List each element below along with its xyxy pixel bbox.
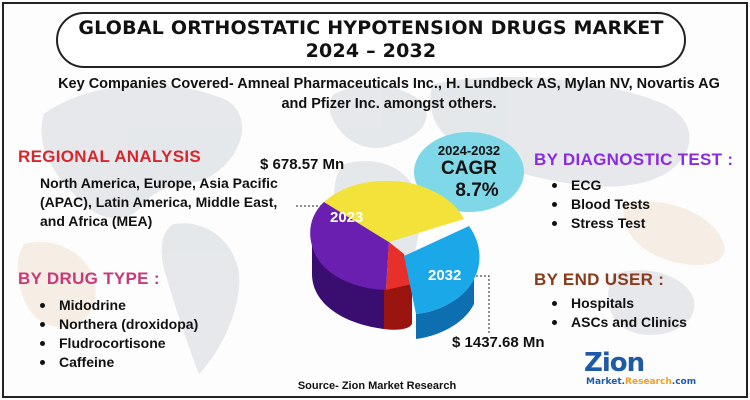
pie-slice-red	[386, 242, 412, 290]
cagr-label: CAGR	[441, 157, 497, 179]
drug-type-item: Northera (droxidopa)	[59, 316, 199, 332]
bullet-icon	[40, 322, 45, 327]
bullet-icon	[40, 303, 45, 308]
logo-sub-left: Market.	[586, 377, 626, 387]
pie-slice-blue	[404, 226, 480, 314]
list-item: ECG	[552, 176, 650, 195]
bullet-icon	[552, 320, 557, 325]
drug-type-item: Fludrocortisone	[59, 335, 166, 351]
end-user-item: Hospitals	[571, 295, 635, 311]
pie-label-2023: 2023	[330, 209, 363, 226]
diagnostic-test-item: Stress Test	[571, 215, 646, 231]
market-value-2032: $ 1437.68 Mn	[452, 334, 545, 351]
title-line-2: 2024 – 2032	[305, 40, 437, 62]
logo-main-text: Zion	[584, 348, 645, 378]
end-user-item: ASCs and Clinics	[571, 314, 687, 330]
bullet-icon	[552, 301, 557, 306]
end-user-list: Hospitals ASCs and Clinics	[552, 294, 687, 332]
diagnostic-test-list: ECG Blood Tests Stress Test	[552, 176, 650, 233]
bullet-icon	[40, 341, 45, 346]
connector-line-2032	[472, 275, 490, 334]
logo-sub-text: Market.Research.com	[586, 377, 696, 387]
cagr-value: 8.7%	[455, 179, 499, 201]
logo-sub-suffix: .com	[671, 377, 697, 387]
diagnostic-test-item: ECG	[571, 177, 602, 193]
bullet-icon	[40, 360, 45, 365]
drug-type-heading: BY DRUG TYPE :	[18, 269, 160, 288]
list-item: Hospitals	[552, 294, 687, 313]
market-pie-graphic: 2023 2032	[294, 180, 490, 339]
list-item: Northera (droxidopa)	[40, 315, 198, 334]
title-line-1: GLOBAL ORTHOSTATIC HYPOTENSION DRUGS MAR…	[78, 17, 664, 39]
pie-label-2032: 2032	[428, 267, 461, 284]
zion-logo: Zion Market.Research.com	[584, 348, 696, 394]
list-item: Fludrocortisone	[40, 334, 198, 353]
logo-sub-right: Research	[625, 377, 672, 387]
pie-side-red	[384, 284, 412, 330]
bullet-icon	[552, 221, 557, 226]
list-item: Caffeine	[40, 353, 198, 372]
source-text: Source- Zion Market Research	[297, 380, 457, 392]
title-banner: GLOBAL ORTHOSTATIC HYPOTENSION DRUGS MAR…	[56, 12, 686, 68]
list-item: Midodrine	[40, 296, 198, 315]
cagr-years: 2024-2032	[437, 142, 501, 158]
bullet-icon	[552, 202, 557, 207]
key-companies-text: Key Companies Covered- Amneal Pharmaceut…	[58, 76, 720, 112]
drug-type-item: Midodrine	[59, 297, 126, 313]
pie-slice-purple	[310, 202, 389, 290]
market-value-2023: $ 678.57 Mn	[260, 156, 345, 173]
connector-line-2023	[294, 205, 324, 207]
drug-type-item: Caffeine	[59, 354, 115, 370]
drug-type-list: Midodrine Northera (droxidopa) Fludrocor…	[40, 296, 198, 372]
diagnostic-test-item: Blood Tests	[571, 196, 651, 212]
regional-analysis-heading: REGIONAL ANALYSIS	[18, 147, 202, 166]
list-item: Stress Test	[552, 214, 650, 233]
diagnostic-test-heading: BY DIAGNOSTIC TEST :	[534, 150, 734, 169]
bullet-icon	[552, 183, 557, 188]
list-item: ASCs and Clinics	[552, 313, 687, 332]
pie-side-blue	[416, 279, 474, 339]
end-user-heading: BY END USER :	[534, 270, 665, 289]
regional-analysis-text: North America, Europe, Asia Pacific (APA…	[40, 175, 278, 229]
list-item: Blood Tests	[552, 195, 650, 214]
pie-slice-yellow	[324, 180, 464, 242]
